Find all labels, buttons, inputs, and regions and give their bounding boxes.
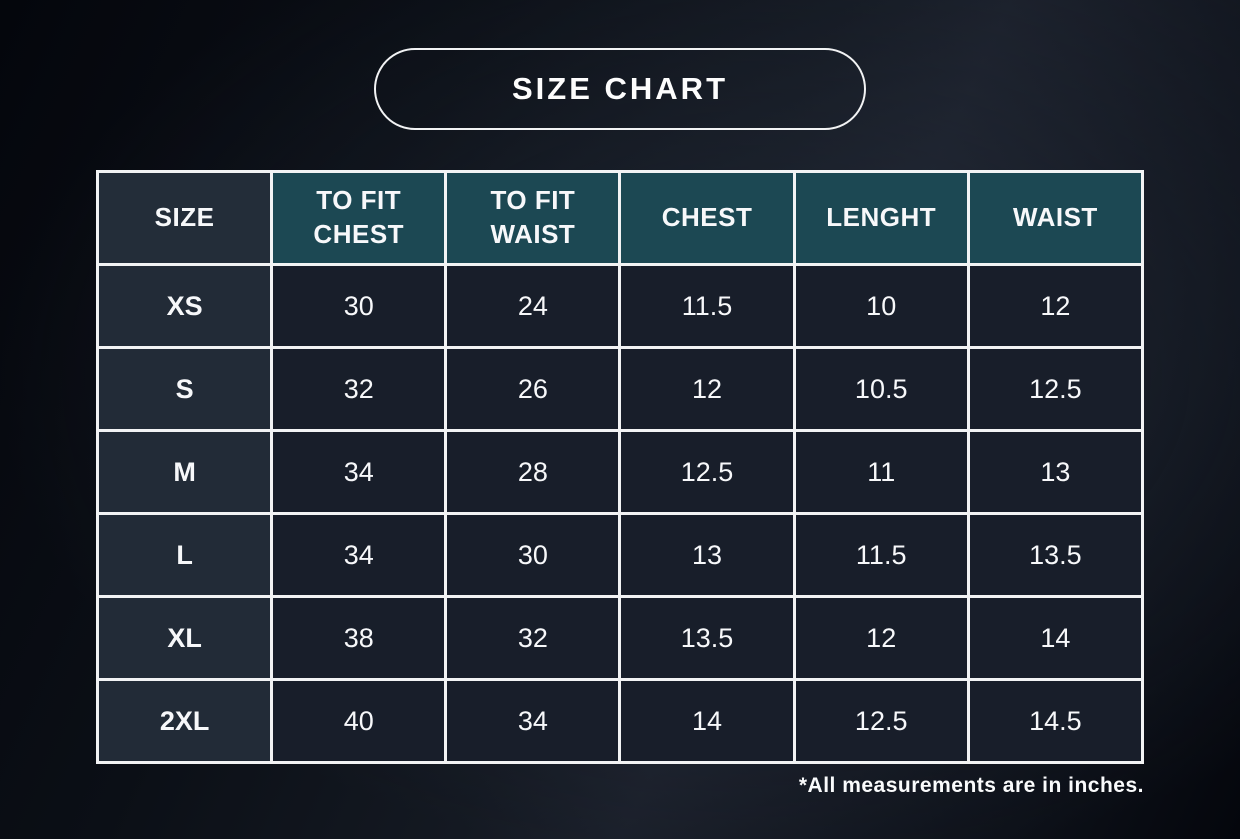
table-cell: 40 — [270, 678, 448, 764]
table-cell: 13 — [966, 429, 1145, 515]
column-header-lenght: LENGHT — [792, 170, 970, 266]
size-chart-title-pill: SIZE CHART — [374, 48, 866, 130]
table-cell: 12.5 — [792, 678, 970, 764]
table-row-s: S 32 26 12 10.5 12.5 — [95, 346, 1145, 432]
table-cell: 12.5 — [966, 346, 1145, 432]
table-cell: 13 — [618, 512, 796, 598]
table-cell: 12 — [618, 346, 796, 432]
table-cell: 11.5 — [792, 512, 970, 598]
table-cell: 30 — [270, 263, 448, 349]
table-header: SIZE TO FIT CHEST TO FIT WAIST CHEST LEN… — [95, 170, 1145, 266]
size-label: M — [95, 429, 274, 515]
column-header-waist: WAIST — [966, 170, 1145, 266]
size-label: XS — [95, 263, 274, 349]
table-cell: 10.5 — [792, 346, 970, 432]
table-cell: 34 — [270, 512, 448, 598]
size-label: 2XL — [95, 678, 274, 764]
table-cell: 28 — [444, 429, 622, 515]
table-row-l: L 34 30 13 11.5 13.5 — [95, 512, 1145, 598]
table-row-xs: XS 30 24 11.5 10 12 — [95, 263, 1145, 349]
table-cell: 14 — [966, 595, 1145, 681]
table-body: XS 30 24 11.5 10 12 S 32 26 12 10.5 12.5… — [95, 263, 1145, 764]
table-cell: 24 — [444, 263, 622, 349]
table-cell: 30 — [444, 512, 622, 598]
table-cell: 11.5 — [618, 263, 796, 349]
column-header-to-fit-chest: TO FIT CHEST — [270, 170, 448, 266]
table-cell: 26 — [444, 346, 622, 432]
table-header-row: SIZE TO FIT CHEST TO FIT WAIST CHEST LEN… — [95, 170, 1145, 266]
table-cell: 32 — [444, 595, 622, 681]
table-cell: 12 — [966, 263, 1145, 349]
table-cell: 13.5 — [618, 595, 796, 681]
size-chart-page: SIZE CHART SIZE TO FIT CHEST TO FIT WAIS… — [0, 48, 1240, 839]
column-header-to-fit-waist: TO FIT WAIST — [444, 170, 622, 266]
table-cell: 12.5 — [618, 429, 796, 515]
table-cell: 10 — [792, 263, 970, 349]
page-title: SIZE CHART — [512, 71, 728, 106]
measurements-footnote: *All measurements are in inches. — [798, 774, 1144, 797]
table-cell: 12 — [792, 595, 970, 681]
table-cell: 14 — [618, 678, 796, 764]
column-header-size: SIZE — [95, 170, 274, 266]
table-cell: 11 — [792, 429, 970, 515]
size-chart-table: SIZE TO FIT CHEST TO FIT WAIST CHEST LEN… — [95, 170, 1145, 764]
table-cell: 34 — [444, 678, 622, 764]
table-cell: 34 — [270, 429, 448, 515]
table-row-m: M 34 28 12.5 11 13 — [95, 429, 1145, 515]
table-row-2xl: 2XL 40 34 14 12.5 14.5 — [95, 678, 1145, 764]
table-cell: 13.5 — [966, 512, 1145, 598]
size-label: XL — [95, 595, 274, 681]
table-cell: 38 — [270, 595, 448, 681]
table-cell: 14.5 — [966, 678, 1145, 764]
table-row-xl: XL 38 32 13.5 12 14 — [95, 595, 1145, 681]
column-header-chest: CHEST — [618, 170, 796, 266]
size-label: L — [95, 512, 274, 598]
table-cell: 32 — [270, 346, 448, 432]
size-label: S — [95, 346, 274, 432]
